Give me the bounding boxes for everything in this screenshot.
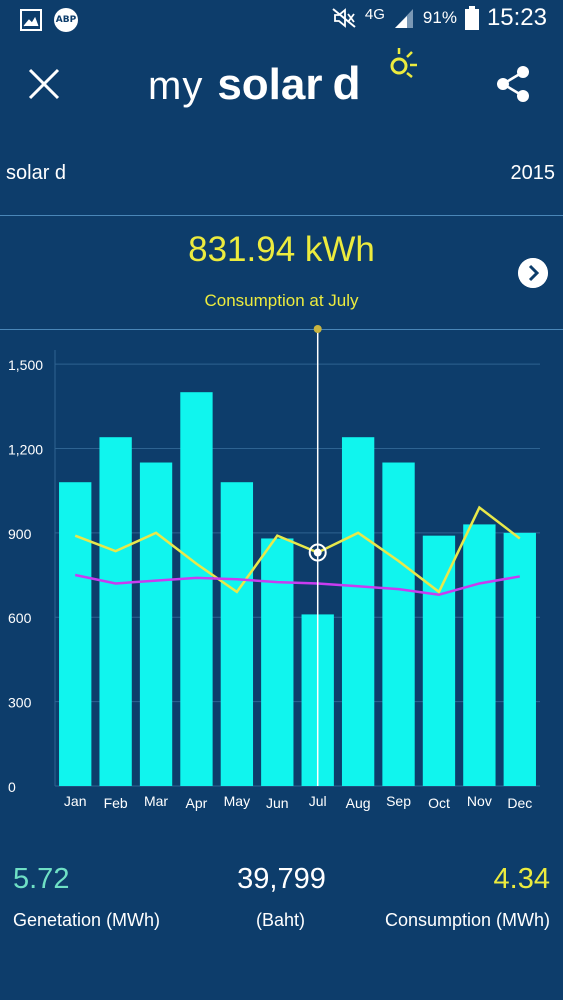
cursor-handle[interactable]	[313, 325, 322, 333]
mute-icon	[332, 8, 356, 28]
consumption-value: 4.34	[493, 863, 550, 895]
divider	[0, 329, 563, 330]
x-tick-label: May	[224, 793, 250, 809]
plant-name: solar d	[6, 162, 67, 184]
logo-my: my	[148, 64, 204, 108]
generation-label: Genetation (MWh)	[13, 910, 161, 930]
battery-icon	[464, 6, 479, 30]
bar[interactable]	[463, 524, 496, 786]
bar[interactable]	[341, 437, 375, 786]
y-tick-label: 0	[8, 779, 16, 795]
consumption-label: Consumption (MWh)	[384, 910, 550, 930]
adblock-icon: ABP	[54, 8, 78, 32]
status-bar: ABP 4G 91% 15:23	[0, 0, 563, 38]
status-left-icons: ABP	[20, 8, 78, 32]
x-tick-label: Nov	[467, 793, 492, 809]
x-tick-label: Dec	[507, 795, 532, 811]
bar[interactable]	[382, 462, 415, 786]
logo-d: d	[332, 57, 361, 109]
clock: 15:23	[486, 4, 547, 31]
gallery-icon	[20, 9, 42, 31]
logo-solar: solar	[217, 60, 323, 109]
series-line	[74, 573, 521, 596]
x-tick-label: Jul	[309, 793, 327, 809]
bar[interactable]	[99, 437, 132, 786]
y-tick-label: 300	[8, 695, 32, 711]
bar[interactable]	[261, 538, 294, 786]
y-tick-label: 1,500	[8, 357, 43, 373]
y-tick-label: 600	[8, 610, 32, 626]
close-icon[interactable]	[24, 64, 64, 104]
bar[interactable]	[503, 532, 536, 786]
status-right: 4G 91% 15:23	[331, 4, 547, 32]
selected-point	[313, 548, 322, 557]
x-tick-label: Jun	[266, 795, 289, 811]
bar[interactable]	[422, 535, 456, 786]
selected-point-ring	[308, 543, 327, 562]
year-selector[interactable]: 2015	[510, 162, 556, 184]
y-tick-label: 900	[8, 526, 32, 542]
x-tick-label: Jan	[64, 793, 87, 809]
x-tick-label: Mar	[144, 793, 168, 809]
battery-percent: 91%	[422, 8, 457, 27]
selected-value: 831.94 kWh	[188, 230, 375, 269]
signal-icon	[394, 9, 413, 28]
x-tick-label: Apr	[186, 795, 208, 811]
x-tick-label: Aug	[346, 795, 371, 811]
y-tick-label: 1,200	[8, 441, 43, 457]
bar[interactable]	[59, 482, 92, 786]
bar[interactable]	[180, 392, 213, 786]
baht-value: 39,799	[237, 863, 326, 895]
bar[interactable]	[220, 482, 254, 786]
sub-header: solar d 2015	[0, 150, 563, 194]
summary-stats: 5.72 Genetation (MWh) 39,799 (Baht) 4.34…	[0, 855, 563, 955]
series-line	[74, 505, 521, 594]
selected-caption: Consumption at July	[204, 291, 359, 310]
x-tick-label: Sep	[386, 793, 411, 809]
x-tick-label: Oct	[428, 795, 450, 811]
app-bar: my solar d	[0, 38, 563, 130]
app-logo: my solar d	[148, 56, 361, 112]
monthly-chart[interactable]: 0 300 600 900 1,200 1,500 Jan Feb Mar Apr May Jun J…	[0, 320, 563, 830]
chevron-right-icon[interactable]	[518, 258, 548, 288]
network-type: 4G	[364, 5, 385, 23]
generation-value: 5.72	[13, 863, 70, 895]
sun-icon	[390, 48, 417, 78]
divider	[0, 215, 563, 216]
baht-label: (Baht)	[256, 910, 306, 930]
bar[interactable]	[139, 462, 173, 786]
x-tick-label: Feb	[104, 795, 128, 811]
share-icon[interactable]	[493, 62, 533, 106]
